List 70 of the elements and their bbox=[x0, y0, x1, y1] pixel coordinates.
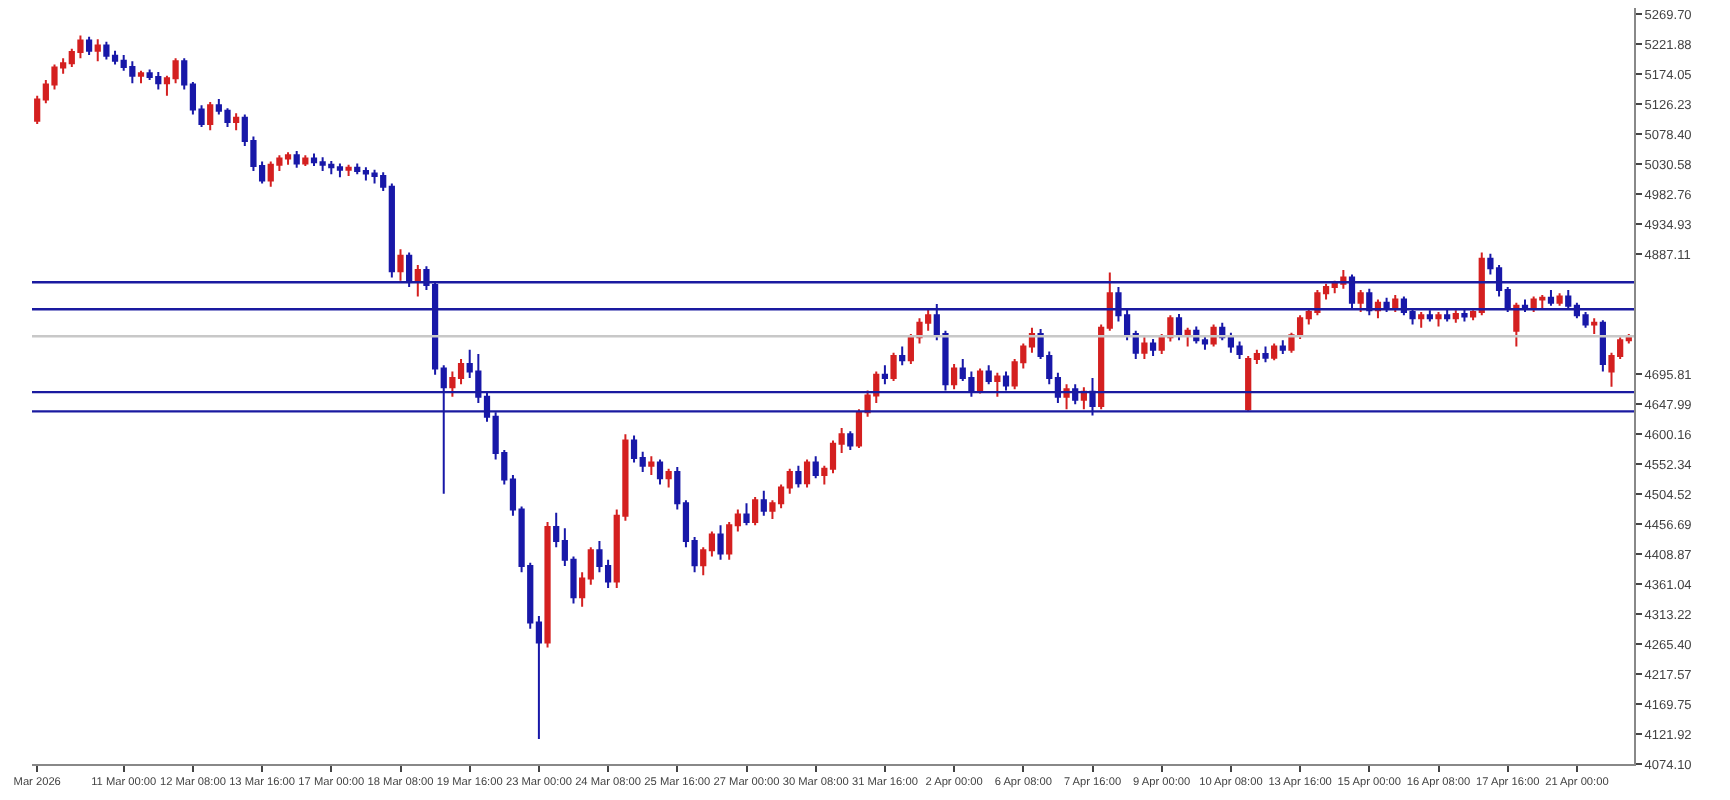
candlestick bbox=[717, 524, 724, 561]
candlestick bbox=[1513, 301, 1520, 348]
candlestick bbox=[752, 496, 759, 527]
candlestick bbox=[812, 455, 819, 480]
candlestick bbox=[760, 489, 767, 517]
candlestick bbox=[630, 434, 638, 464]
candlestick bbox=[137, 69, 145, 85]
candlestick bbox=[803, 458, 811, 489]
candlestick bbox=[1599, 319, 1606, 373]
candlestick bbox=[890, 351, 897, 383]
candlestick bbox=[345, 163, 352, 178]
candlestick bbox=[648, 455, 655, 477]
candlestick bbox=[1271, 342, 1278, 362]
candlestick bbox=[881, 364, 889, 386]
candlestick bbox=[85, 35, 93, 57]
candlestick bbox=[397, 248, 404, 282]
candlestick bbox=[1357, 289, 1364, 314]
candlestick bbox=[665, 467, 672, 489]
candlestick bbox=[544, 521, 551, 649]
candlestick bbox=[233, 112, 240, 132]
candlestick bbox=[129, 60, 136, 85]
candlestick bbox=[1435, 311, 1442, 328]
candlestick bbox=[1175, 312, 1183, 342]
candlestick bbox=[1201, 334, 1209, 351]
candlestick bbox=[899, 345, 906, 367]
candlestick bbox=[1539, 294, 1546, 310]
candlestick bbox=[414, 264, 421, 298]
candlestick bbox=[1452, 309, 1459, 324]
candlestick bbox=[994, 371, 1001, 398]
candlestick bbox=[146, 68, 153, 82]
candlestick bbox=[319, 156, 326, 172]
candlestick bbox=[371, 168, 378, 185]
candlestick bbox=[362, 166, 370, 182]
candlestick bbox=[1314, 289, 1321, 317]
candlestick bbox=[1227, 331, 1235, 354]
candlestick bbox=[976, 367, 984, 395]
candlestick bbox=[1591, 317, 1598, 335]
candlestick bbox=[985, 364, 992, 386]
candlestick bbox=[224, 107, 231, 129]
candlestick bbox=[354, 162, 361, 176]
candlestick bbox=[302, 154, 309, 167]
candlestick bbox=[656, 458, 664, 486]
candlestick bbox=[155, 70, 162, 91]
candlestick bbox=[1418, 311, 1425, 329]
candlestick bbox=[103, 40, 110, 61]
candlestick bbox=[328, 159, 335, 176]
candlestick bbox=[1556, 292, 1563, 307]
candlestick bbox=[1184, 326, 1191, 348]
candlestick bbox=[207, 101, 214, 132]
candlestick bbox=[336, 162, 344, 179]
candlestick bbox=[847, 430, 854, 451]
candlestick bbox=[284, 151, 292, 166]
candlestick bbox=[111, 49, 119, 66]
candlestick bbox=[1262, 345, 1269, 364]
candlestick bbox=[1080, 386, 1087, 411]
candlestick bbox=[1149, 338, 1157, 357]
candlestick bbox=[950, 363, 958, 391]
candlestick bbox=[743, 502, 750, 527]
candlestick bbox=[1279, 339, 1286, 356]
candlestick bbox=[1245, 354, 1252, 413]
candlestick bbox=[1236, 340, 1243, 361]
candlestick bbox=[1210, 323, 1217, 348]
candlestick bbox=[293, 149, 300, 169]
candlestick bbox=[1141, 336, 1148, 361]
candlestick bbox=[94, 38, 101, 63]
candlestick bbox=[1478, 251, 1485, 317]
candlestick bbox=[795, 464, 802, 489]
candlestick bbox=[310, 152, 318, 167]
candlestick bbox=[855, 408, 863, 450]
candlestick bbox=[77, 34, 84, 60]
